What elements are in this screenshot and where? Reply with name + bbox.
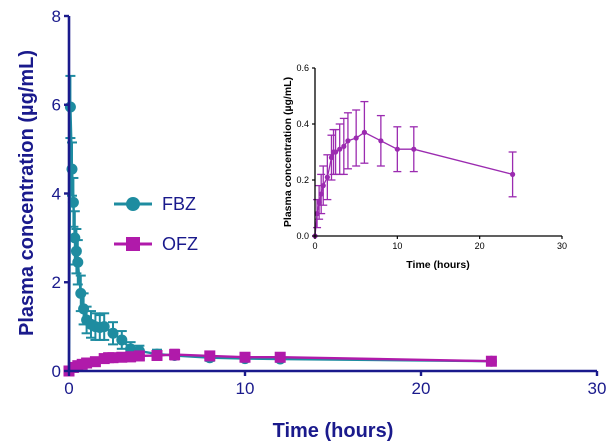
main-y-tick-label: 4 (52, 184, 61, 203)
inset-data-point (353, 135, 359, 141)
legend-label-0: FBZ (162, 194, 196, 214)
inset-x-tick-label: 30 (557, 241, 567, 251)
main-y-tick-label: 0 (52, 362, 61, 381)
inset-data-point (394, 146, 400, 152)
inset-y-tick-label: 0.4 (296, 119, 309, 129)
legend-marker-1 (126, 237, 140, 251)
main-data-point (64, 101, 76, 113)
inset-data-point (328, 155, 335, 161)
inset-data-point (332, 149, 339, 155)
main-data-point (78, 303, 90, 315)
main-x-tick-label: 30 (588, 379, 607, 398)
legend-label-1: OFZ (162, 234, 198, 254)
inset-x-tick-label: 0 (312, 241, 317, 251)
main-data-point (67, 196, 79, 208)
inset-data-point (324, 174, 330, 180)
inset-y-tick-label: 0.2 (296, 175, 309, 185)
inset-plot: 0.0 0.2 0.4 0.6 0 10 20 30 (296, 63, 567, 251)
main-y-tick-label: 6 (52, 96, 61, 115)
main-data-point (485, 355, 497, 367)
main-data-point (69, 232, 81, 244)
main-data-point (107, 327, 119, 339)
main-data-point (274, 351, 286, 363)
main-data-point (151, 349, 163, 361)
main-y-tick-label: 2 (52, 273, 61, 292)
legend: FBZ OFZ (114, 194, 198, 254)
inset-y-tick-label: 0.0 (296, 231, 309, 241)
inset-data-point (361, 129, 367, 135)
main-x-axis-title: Time (hours) (273, 420, 394, 442)
main-x-tick-label: 20 (412, 379, 431, 398)
main-data-point (81, 357, 93, 369)
main-data-point (107, 352, 119, 364)
main-plot: 0 2 4 6 8 0 10 20 30 (52, 7, 607, 398)
main-y-axis-title: Plasma concentration (µg/mL) (16, 50, 38, 336)
main-y-tick-label: 8 (52, 7, 61, 26)
inset-y-tick-label: 0.6 (296, 63, 309, 73)
inset-data-point (509, 171, 516, 177)
inset-data-point (341, 143, 347, 149)
main-data-point (239, 351, 251, 363)
main-data-point (169, 349, 181, 361)
main-x-tick-label: 10 (236, 379, 255, 398)
inset-data-point (337, 146, 343, 152)
main-data-point (89, 356, 101, 368)
main-data-point (133, 350, 145, 362)
inset-x-tick-label: 10 (392, 241, 402, 251)
inset-data-point (314, 211, 320, 217)
inset-y-axis-title: Plasma concentration (µg/mL) (282, 77, 294, 227)
main-data-point (75, 287, 87, 299)
main-data-point (72, 256, 84, 268)
legend-marker-0 (126, 197, 140, 211)
inset-data-point (411, 146, 417, 152)
main-data-point (70, 245, 82, 257)
main-data-point (116, 351, 128, 363)
inset-x-axis-title: Time (hours) (406, 259, 469, 271)
main-data-point (204, 350, 216, 362)
inset-data-point (345, 138, 351, 144)
inset-data-point (378, 138, 384, 144)
inset-data-point (318, 191, 324, 197)
inset-x-tick-label: 20 (475, 241, 485, 251)
main-data-point (98, 321, 110, 333)
inset-data-point (316, 199, 322, 205)
main-x-tick-label: 0 (64, 379, 73, 398)
main-data-point (125, 351, 137, 363)
inset-data-point (320, 183, 326, 189)
main-data-point (116, 334, 128, 346)
